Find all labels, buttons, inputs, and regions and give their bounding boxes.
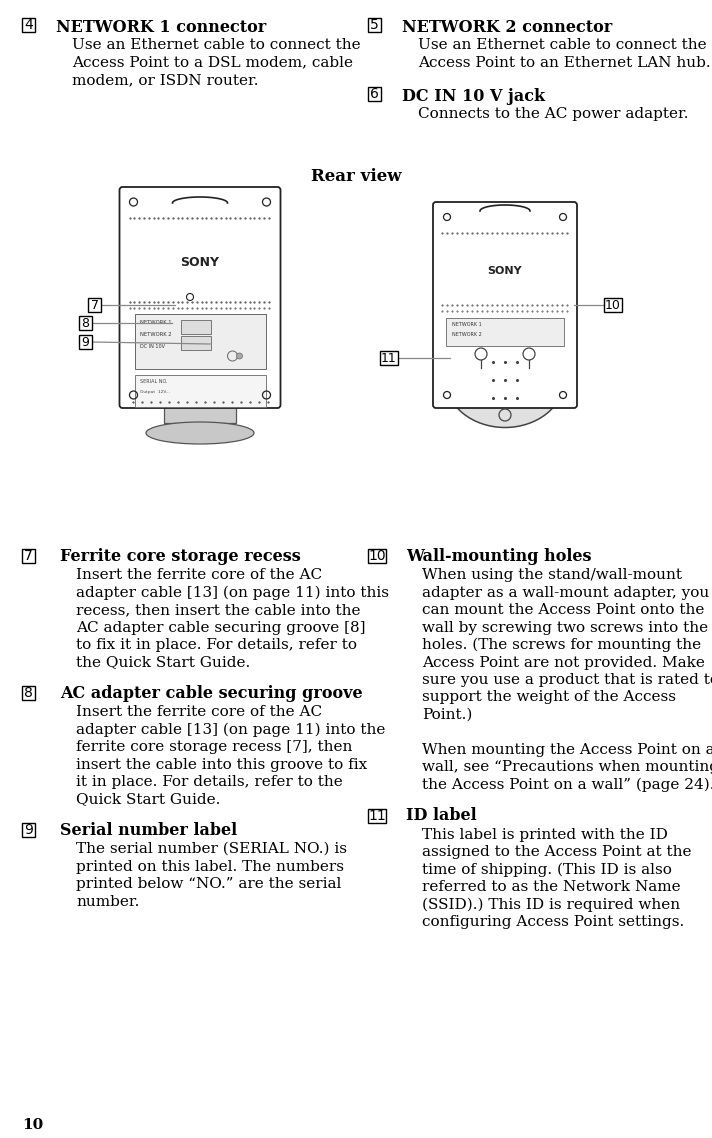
Text: When using the stand/wall-mount: When using the stand/wall-mount — [422, 568, 682, 582]
Ellipse shape — [446, 332, 564, 428]
Text: 7: 7 — [24, 549, 33, 563]
Text: printed below “NO.” are the serial: printed below “NO.” are the serial — [76, 877, 341, 891]
FancyBboxPatch shape — [22, 549, 35, 563]
Text: Serial number label: Serial number label — [60, 822, 237, 839]
Text: 10: 10 — [605, 298, 621, 312]
Text: NETWORK 1: NETWORK 1 — [452, 322, 482, 327]
Text: adapter as a wall-mount adapter, you: adapter as a wall-mount adapter, you — [422, 585, 709, 600]
Bar — [135, 376, 266, 407]
Text: time of shipping. (This ID is also: time of shipping. (This ID is also — [422, 863, 672, 877]
Ellipse shape — [146, 422, 254, 444]
Text: 7: 7 — [90, 298, 98, 312]
Text: 6: 6 — [370, 86, 379, 101]
FancyBboxPatch shape — [22, 823, 35, 838]
Text: Connects to the AC power adapter.: Connects to the AC power adapter. — [418, 107, 689, 121]
FancyBboxPatch shape — [380, 351, 398, 365]
Text: (SSID).) This ID is required when: (SSID).) This ID is required when — [422, 898, 680, 912]
Text: Access Point are not provided. Make: Access Point are not provided. Make — [422, 655, 705, 669]
Text: Use an Ethernet cable to connect the: Use an Ethernet cable to connect the — [418, 38, 706, 52]
FancyBboxPatch shape — [368, 808, 386, 823]
Text: adapter cable [13] (on page 11) into this: adapter cable [13] (on page 11) into thi… — [76, 585, 389, 600]
Text: NETWORK 2: NETWORK 2 — [140, 332, 172, 337]
Text: insert the cable into this groove to fix: insert the cable into this groove to fix — [76, 758, 367, 772]
Text: AC adapter cable securing groove [8]: AC adapter cable securing groove [8] — [76, 620, 365, 635]
Text: it in place. For details, refer to the: it in place. For details, refer to the — [76, 775, 342, 789]
FancyBboxPatch shape — [368, 549, 386, 563]
FancyBboxPatch shape — [604, 298, 622, 312]
FancyBboxPatch shape — [22, 686, 35, 700]
Text: AC adapter cable securing groove: AC adapter cable securing groove — [60, 685, 362, 702]
Text: NETWORK 1 connector: NETWORK 1 connector — [56, 19, 266, 36]
Bar — [135, 314, 266, 369]
Text: NETWORK 1: NETWORK 1 — [140, 320, 172, 325]
Text: ferrite core storage recess [7], then: ferrite core storage recess [7], then — [76, 740, 352, 754]
FancyBboxPatch shape — [120, 187, 281, 409]
Text: 9: 9 — [82, 336, 90, 348]
Text: assigned to the Access Point at the: assigned to the Access Point at the — [422, 846, 691, 859]
Text: ID label: ID label — [406, 808, 476, 825]
Text: SERIAL NO.: SERIAL NO. — [140, 379, 168, 384]
Text: Use an Ethernet cable to connect the: Use an Ethernet cable to connect the — [72, 38, 360, 52]
Text: modem, or ISDN router.: modem, or ISDN router. — [72, 73, 258, 86]
Text: the Access Point on a wall” (page 24).: the Access Point on a wall” (page 24). — [422, 778, 712, 792]
Text: Point.): Point.) — [422, 708, 472, 721]
Text: Insert the ferrite core of the AC: Insert the ferrite core of the AC — [76, 706, 322, 719]
Text: 9: 9 — [24, 823, 33, 838]
Text: holes. (The screws for mounting the: holes. (The screws for mounting the — [422, 638, 701, 652]
FancyBboxPatch shape — [79, 335, 92, 349]
Text: Output  12V...: Output 12V... — [140, 390, 170, 394]
Text: 8: 8 — [81, 316, 90, 330]
Text: When mounting the Access Point on a: When mounting the Access Point on a — [422, 743, 712, 757]
FancyBboxPatch shape — [79, 316, 92, 330]
Text: This label is printed with the ID: This label is printed with the ID — [422, 827, 668, 841]
Circle shape — [236, 353, 243, 358]
Text: SONY: SONY — [488, 266, 523, 277]
Text: adapter cable [13] (on page 11) into the: adapter cable [13] (on page 11) into the — [76, 723, 385, 737]
Bar — [181, 336, 211, 351]
FancyBboxPatch shape — [22, 18, 35, 32]
Text: Wall-mounting holes: Wall-mounting holes — [406, 549, 592, 564]
FancyBboxPatch shape — [88, 298, 101, 312]
Bar — [164, 405, 236, 423]
Text: wall by screwing two screws into the: wall by screwing two screws into the — [422, 620, 708, 635]
Text: The serial number (SERIAL NO.) is: The serial number (SERIAL NO.) is — [76, 842, 347, 856]
Text: configuring Access Point settings.: configuring Access Point settings. — [422, 915, 684, 929]
Text: Access Point to an Ethernet LAN hub.: Access Point to an Ethernet LAN hub. — [418, 56, 711, 69]
Bar — [181, 320, 211, 333]
Text: NETWORK 2 connector: NETWORK 2 connector — [402, 19, 612, 36]
Text: Access Point to a DSL modem, cable: Access Point to a DSL modem, cable — [72, 56, 353, 69]
Text: Insert the ferrite core of the AC: Insert the ferrite core of the AC — [76, 568, 322, 582]
Text: Ferrite core storage recess: Ferrite core storage recess — [60, 549, 300, 564]
Text: referred to as the Network Name: referred to as the Network Name — [422, 880, 681, 894]
Text: 11: 11 — [381, 352, 397, 364]
FancyBboxPatch shape — [368, 86, 381, 101]
Text: Rear view: Rear view — [310, 168, 402, 185]
Text: 5: 5 — [370, 18, 379, 32]
Text: Quick Start Guide.: Quick Start Guide. — [76, 792, 221, 807]
Bar — [446, 318, 564, 346]
Text: printed on this label. The numbers: printed on this label. The numbers — [76, 859, 344, 874]
Text: can mount the Access Point onto the: can mount the Access Point onto the — [422, 603, 704, 617]
Text: recess, then insert the cable into the: recess, then insert the cable into the — [76, 603, 360, 617]
Text: number.: number. — [76, 894, 140, 908]
Text: to fix it in place. For details, refer to: to fix it in place. For details, refer t… — [76, 638, 357, 652]
Text: wall, see “Precautions when mounting: wall, see “Precautions when mounting — [422, 760, 712, 775]
Text: 10: 10 — [368, 549, 386, 563]
Text: 11: 11 — [368, 808, 386, 823]
Text: DC IN 10 V jack: DC IN 10 V jack — [402, 88, 545, 105]
Text: 10: 10 — [22, 1118, 43, 1132]
Text: the Quick Start Guide.: the Quick Start Guide. — [76, 655, 250, 669]
Text: 4: 4 — [24, 18, 33, 32]
Text: support the weight of the Access: support the weight of the Access — [422, 691, 676, 704]
Text: NETWORK 2: NETWORK 2 — [452, 332, 482, 337]
Text: DC IN 10V: DC IN 10V — [140, 344, 165, 349]
Text: sure you use a product that is rated to: sure you use a product that is rated to — [422, 673, 712, 687]
Text: 8: 8 — [24, 686, 33, 700]
Text: SONY: SONY — [181, 256, 219, 269]
FancyBboxPatch shape — [433, 203, 577, 409]
FancyBboxPatch shape — [368, 18, 381, 32]
